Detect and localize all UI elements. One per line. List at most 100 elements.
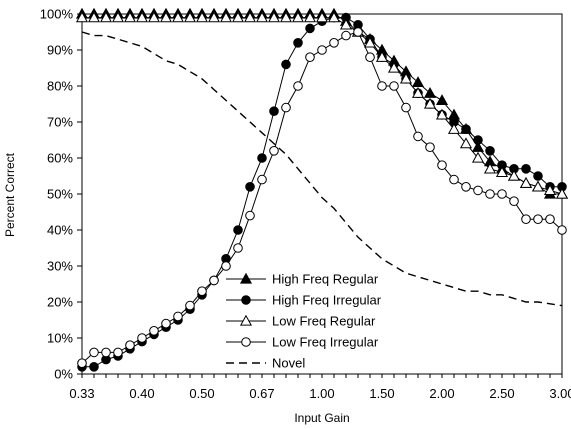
data-point	[327, 11, 341, 23]
legend-swatch-marker	[241, 337, 251, 347]
data-point	[543, 184, 557, 196]
data-point	[459, 137, 473, 149]
data-point	[209, 275, 219, 286]
data-point	[245, 210, 255, 221]
data-point	[411, 76, 425, 88]
data-point	[89, 347, 99, 358]
data-point	[531, 180, 545, 192]
legend-item-high-freq-regular: High Freq Regular	[226, 272, 379, 287]
x-tick-label: 1.00	[309, 386, 334, 401]
x-axis: 0.33 0.40 0.50 0.67 1.00 1.50 2.00 2.50 3.00	[69, 374, 571, 401]
data-point	[267, 11, 281, 23]
data-point	[365, 52, 375, 63]
data-point	[293, 38, 303, 48]
data-point	[281, 59, 291, 70]
data-point	[473, 185, 483, 196]
legend-swatch-marker	[239, 272, 253, 284]
data-point	[461, 182, 471, 192]
data-point	[305, 52, 315, 63]
data-point	[485, 189, 495, 199]
data-point	[77, 358, 87, 369]
data-point	[461, 124, 471, 134]
data-point	[99, 11, 113, 23]
x-axis-title: Input Gain	[294, 411, 349, 425]
data-point	[447, 122, 461, 134]
data-point	[471, 151, 485, 163]
data-point	[89, 362, 99, 372]
data-point	[281, 102, 291, 113]
data-point	[341, 30, 351, 41]
data-point	[269, 146, 279, 156]
data-point	[437, 160, 447, 170]
data-point	[101, 347, 111, 358]
x-tick-label: 0.40	[129, 386, 154, 401]
data-point	[533, 171, 543, 181]
x-tick-label: 1.50	[369, 386, 394, 401]
y-tick-label: 50%	[47, 187, 73, 202]
data-point	[233, 225, 243, 235]
series-low-freq-irregular	[77, 27, 567, 369]
data-point	[269, 106, 279, 116]
data-point	[123, 11, 137, 23]
data-point	[435, 94, 449, 106]
data-point	[221, 261, 231, 271]
y-tick-label: 0%	[54, 367, 73, 382]
data-point	[485, 146, 495, 156]
legend-swatch-marker	[239, 314, 253, 326]
x-tick-label: 0.33	[69, 386, 94, 401]
x-tick-label: 2.00	[429, 386, 454, 401]
data-point	[425, 142, 435, 152]
series-line	[81, 31, 563, 307]
legend-label: High Freq Irregular	[272, 293, 382, 308]
data-point	[305, 23, 315, 34]
y-tick-label: 100%	[40, 7, 74, 22]
data-point	[413, 131, 423, 142]
x-tick-label: 0.67	[249, 386, 274, 401]
legend-item-low-freq-irregular: Low Freq Irregular	[226, 335, 379, 350]
data-point	[329, 38, 339, 48]
data-point	[257, 174, 267, 185]
data-point	[557, 225, 567, 235]
data-point	[207, 11, 221, 23]
series-novel	[81, 31, 563, 307]
data-point	[363, 36, 377, 48]
data-point	[125, 340, 135, 351]
y-tick-label: 10%	[47, 331, 73, 346]
data-point	[195, 11, 209, 23]
data-point	[497, 189, 507, 199]
data-point	[113, 347, 123, 358]
data-point	[233, 243, 243, 253]
data-point	[377, 81, 387, 91]
data-point	[173, 311, 183, 322]
data-point	[231, 11, 245, 23]
series-layer	[75, 7, 569, 372]
data-point	[279, 11, 293, 23]
data-point	[111, 11, 125, 23]
data-point	[257, 153, 267, 163]
data-point	[317, 45, 327, 55]
data-point	[75, 11, 89, 23]
y-tick-label: 20%	[47, 295, 73, 310]
y-tick-label: 70%	[47, 115, 73, 130]
data-point	[185, 300, 195, 311]
data-point	[183, 11, 197, 23]
data-point	[399, 72, 413, 84]
series-low-freq-regular	[75, 11, 569, 199]
legend: High Freq Regular High Freq Irregular Low …	[226, 272, 382, 371]
data-point	[255, 11, 269, 23]
data-point	[161, 318, 171, 329]
data-point	[135, 11, 149, 23]
y-tick-label: 40%	[47, 223, 73, 238]
data-point	[545, 214, 555, 224]
legend-label: Novel	[272, 356, 305, 371]
data-point	[435, 108, 449, 120]
data-point	[495, 166, 509, 178]
legend-swatch-marker	[241, 295, 251, 305]
data-point	[147, 11, 161, 23]
data-point	[473, 135, 483, 145]
x-tick-label: 2.50	[489, 386, 514, 401]
x-tick-label: 0.50	[189, 386, 214, 401]
data-point	[533, 214, 543, 224]
y-axis: 0% 10% 20% 30% 40% 50% 60% 70% 80% 90% 100%	[40, 7, 82, 382]
